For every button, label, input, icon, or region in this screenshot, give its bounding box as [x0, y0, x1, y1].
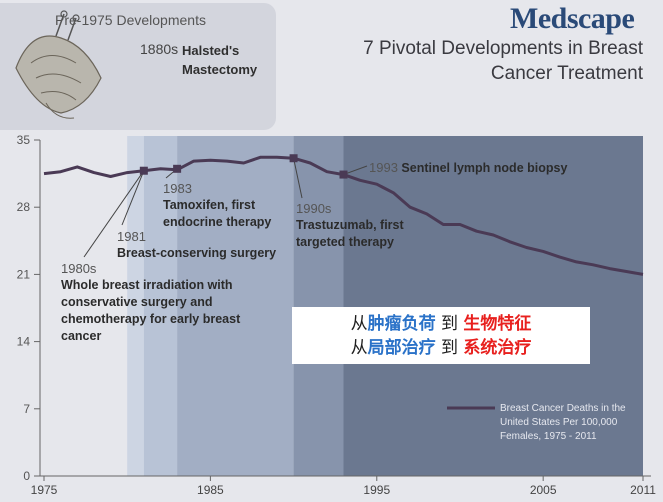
shaded-period — [177, 136, 294, 476]
overlay-text: 从 — [350, 314, 368, 334]
milestone-marker — [289, 154, 298, 163]
legend-label: Breast Cancer Deaths in the United State… — [500, 403, 626, 442]
overlay-line-1: 从肿瘤负荷 到 生物特征 — [292, 312, 590, 336]
overlay-text: 局部治疗 — [367, 338, 436, 358]
x-tick-label: 1995 — [363, 483, 390, 497]
overlay-text: 到 — [435, 338, 464, 358]
overlay-text: 肿瘤负荷 — [367, 314, 436, 334]
pre-1975-year: 1880s — [140, 41, 179, 57]
shaded-period — [143, 136, 178, 476]
shaded-period — [127, 136, 144, 476]
annotation-1990s: 1990s Trastuzumab, first targeted therap… — [296, 200, 406, 251]
annotation-text: Trastuzumab, first targeted therapy — [296, 218, 404, 249]
annotation-year: 1993 — [369, 160, 398, 175]
annotation-text: Tamoxifen, first endocrine therapy — [163, 198, 272, 229]
y-tick-label: 14 — [17, 335, 31, 349]
overlay-text: 生物特征 — [463, 314, 532, 334]
x-tick-label: 2005 — [530, 483, 557, 497]
x-tick-label: 1975 — [31, 483, 58, 497]
annotation-leader — [121, 170, 145, 226]
annotation-year: 1983 — [163, 181, 192, 196]
annotation-leader — [293, 158, 303, 199]
annotation-text: Sentinel lymph node biopsy — [401, 161, 568, 175]
milestone-marker — [173, 164, 182, 173]
annotation-leader — [83, 170, 145, 258]
brand-logo: Medscape — [510, 2, 635, 35]
pre-1975-label: Halsted's Mastectomy — [182, 43, 258, 77]
x-tick-label: 1985 — [197, 483, 224, 497]
overlay-text: 从 — [350, 338, 368, 358]
surgical-illustration-icon — [15, 10, 102, 119]
annotation-1980s: 1980s Whole breast irradiation with cons… — [61, 260, 251, 345]
annotation-1981: 1981 Breast-conserving surgery — [117, 228, 297, 262]
overlay-line-2: 从局部治疗 到 系统治疗 — [292, 336, 590, 360]
y-tick-label: 7 — [23, 402, 30, 416]
milestone-marker — [339, 170, 348, 179]
annotation-1983: 1983 Tamoxifen, first endocrine therapy — [163, 180, 293, 231]
page-title: 7 Pivotal Developments in Breast Cancer … — [363, 38, 643, 84]
pre-1975-panel: Pre-1975 Developments 1880s Halsted's Ma… — [0, 3, 276, 130]
annotation-text: Breast-conserving surgery — [117, 246, 277, 260]
annotation-year: 1980s — [61, 261, 97, 276]
y-tick-label: 28 — [17, 200, 31, 214]
y-tick-label: 0 — [23, 469, 30, 483]
y-tick-label: 35 — [17, 133, 31, 147]
overlay-text: 到 — [435, 314, 464, 334]
shaded-period — [293, 136, 344, 476]
pre-1975-title: Pre-1975 Developments — [55, 12, 206, 28]
annotation-year: 1981 — [117, 229, 146, 244]
x-tick-label: 2011 — [630, 483, 656, 497]
chinese-overlay: 从肿瘤负荷 到 生物特征 从局部治疗 到 系统治疗 — [292, 307, 590, 364]
annotation-1993: 1993 Sentinel lymph node biopsy — [369, 159, 609, 177]
annotation-year: 1990s — [296, 201, 332, 216]
annotation-text: Whole breast irradiation with conservati… — [61, 278, 241, 343]
overlay-text: 系统治疗 — [463, 338, 532, 358]
y-tick-label: 21 — [17, 267, 31, 281]
milestone-marker — [139, 166, 148, 175]
